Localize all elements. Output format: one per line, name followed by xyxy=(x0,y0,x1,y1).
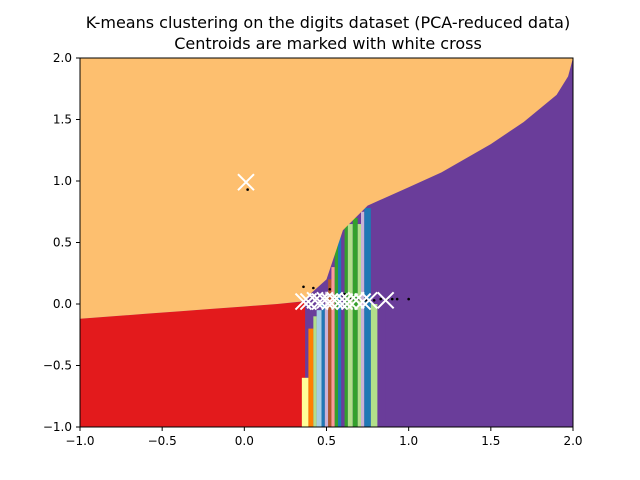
plot-area xyxy=(80,58,573,427)
chart-title: K-means clustering on the digits dataset… xyxy=(86,13,570,32)
region-strip-9 xyxy=(338,224,342,427)
data-point-11 xyxy=(372,299,376,302)
x-tick-label-3: 0.5 xyxy=(317,434,336,448)
data-point-14 xyxy=(390,297,394,301)
chart-subtitle: Centroids are marked with white cross xyxy=(174,34,482,53)
y-axis: −1.0 −0.5 0.0 0.5 1.0 1.5 2.0 xyxy=(43,51,80,434)
centroid-14 xyxy=(376,291,395,310)
region-strip-14 xyxy=(357,224,362,427)
region-strip-18 xyxy=(377,304,386,427)
y-tick-label-6: 2.0 xyxy=(53,51,72,65)
region-strip-6 xyxy=(328,279,332,427)
x-tick-label-5: 1.5 xyxy=(481,434,500,448)
y-tick-label-3: 0.5 xyxy=(53,236,72,250)
region-strip-10 xyxy=(341,217,345,427)
data-point-18 xyxy=(328,287,332,291)
centroid-12 xyxy=(353,292,372,311)
x-tick-label-4: 1.0 xyxy=(399,434,418,448)
data-point-1 xyxy=(302,285,305,289)
region-strip-16 xyxy=(364,208,371,427)
data-point-17 xyxy=(312,286,315,290)
y-tick-label-0: −1.0 xyxy=(43,420,72,434)
x-tick-label-2: 0.0 xyxy=(235,434,254,448)
data-point-15 xyxy=(395,297,399,301)
x-tick-label-0: −1.0 xyxy=(65,434,94,448)
y-tick-label-4: 1.0 xyxy=(53,174,72,188)
region-strip-7 xyxy=(331,267,335,427)
x-tick-label-1: −0.5 xyxy=(148,434,177,448)
data-point-16 xyxy=(407,297,410,301)
region-strip-5 xyxy=(324,291,329,427)
plot-frame xyxy=(79,57,574,428)
region-strip-15 xyxy=(361,211,365,427)
region-strip-8 xyxy=(334,236,339,427)
centroid-11 xyxy=(347,291,365,310)
region-strip-12 xyxy=(347,224,353,427)
region-orange xyxy=(80,58,573,319)
region-strip-11 xyxy=(344,217,348,427)
centroid-10 xyxy=(340,292,359,311)
x-tick-label-6: 2.0 xyxy=(563,434,582,448)
y-tick-label-1: −0.5 xyxy=(43,359,72,373)
region-strip-13 xyxy=(352,217,358,427)
region-strip-3 xyxy=(316,310,322,427)
region-red xyxy=(80,301,306,427)
region-strip-1 xyxy=(308,328,314,427)
y-tick-label-5: 1.5 xyxy=(53,113,72,127)
region-strip-17 xyxy=(370,304,378,427)
centroid-0 xyxy=(237,173,255,191)
centroid-13 xyxy=(360,291,378,310)
x-axis: −1.0 −0.5 0.0 0.5 1.0 1.5 2.0 xyxy=(65,427,583,448)
region-strip-0 xyxy=(301,377,309,427)
region-strip-2 xyxy=(313,316,317,427)
data-point-12 xyxy=(379,297,383,301)
data-point-0 xyxy=(246,188,249,191)
region-strip-4 xyxy=(321,304,325,427)
y-tick-label-2: 0.0 xyxy=(53,297,72,311)
